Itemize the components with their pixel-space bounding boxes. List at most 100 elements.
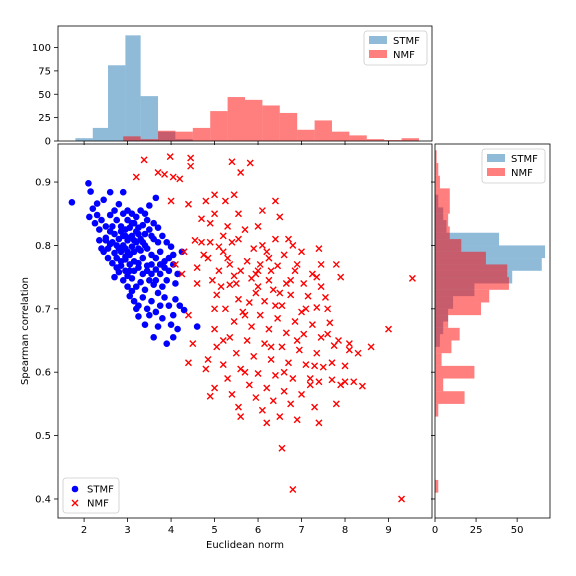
- stmf-point: [174, 325, 181, 333]
- nmf-point: [217, 283, 225, 291]
- nmf-point: [332, 260, 340, 268]
- nmf-point: [269, 286, 277, 294]
- nmf-right-bar: [435, 289, 490, 303]
- nmf-point: [211, 384, 219, 392]
- stmf-point: [130, 257, 138, 265]
- nmf-point: [213, 343, 221, 351]
- nmf-point: [313, 273, 321, 281]
- stmf-point: [167, 321, 175, 328]
- nmf-point: [326, 319, 334, 327]
- stmf-point: [156, 302, 164, 309]
- stmf-point: [109, 259, 116, 267]
- nmf-point: [408, 274, 416, 282]
- stmf-point: [104, 254, 112, 262]
- stmf-point: [137, 278, 144, 286]
- nmf-point: [232, 279, 240, 287]
- nmf-point: [278, 302, 286, 310]
- nmf-point: [265, 254, 273, 262]
- nmf-point: [313, 304, 321, 312]
- stmf-point: [139, 254, 147, 262]
- stmf-point: [128, 243, 136, 250]
- stmf-point: [143, 216, 151, 224]
- right-x-tick-label: 25: [470, 525, 483, 536]
- nmf-point: [187, 162, 195, 170]
- y-axis-label: Spearman correlation: [20, 277, 31, 385]
- nmf-point: [254, 222, 262, 230]
- stmf-point: [126, 292, 134, 300]
- stmf-point: [169, 311, 177, 319]
- stmf-point: [143, 305, 151, 313]
- nmf-point: [274, 314, 282, 322]
- nmf-right-bar: [435, 277, 509, 290]
- y-tick-label: 0.5: [35, 431, 51, 442]
- stmf-point: [115, 235, 123, 243]
- stmf-point: [68, 199, 76, 206]
- stmf-point: [159, 315, 166, 322]
- stmf-point: [146, 311, 153, 319]
- nmf-point: [287, 291, 295, 299]
- nmf-right-bar: [435, 327, 460, 341]
- nmf-top-bar: [314, 120, 332, 141]
- right-legend-swatch: [487, 154, 505, 162]
- stmf-point: [152, 194, 160, 202]
- top-y-tick-label: 100: [32, 43, 51, 54]
- top-y-tick-label: 75: [38, 66, 51, 77]
- nmf-point: [271, 235, 279, 243]
- nmf-point: [250, 352, 258, 360]
- nmf-point: [276, 213, 284, 221]
- nmf-point: [300, 279, 308, 287]
- nmf-point: [189, 340, 197, 348]
- nmf-point: [306, 381, 314, 389]
- nmf-point: [202, 197, 210, 205]
- nmf-point: [211, 191, 219, 199]
- nmf-top-bar: [262, 105, 280, 141]
- stmf-point: [135, 264, 142, 271]
- nmf-point: [276, 289, 284, 297]
- nmf-point: [317, 333, 325, 341]
- legend-nmf-marker: [71, 499, 79, 507]
- nmf-point: [219, 337, 227, 345]
- nmf-top-bar: [140, 139, 159, 141]
- nmf-point: [306, 375, 314, 383]
- stmf-point: [146, 202, 153, 209]
- top-legend-label: STMF: [393, 36, 420, 47]
- nmf-point: [345, 346, 353, 354]
- nmf-point: [250, 245, 258, 253]
- nmf-point: [258, 241, 266, 249]
- nmf-point: [308, 321, 316, 329]
- nmf-top-bar: [279, 112, 298, 141]
- nmf-point: [219, 232, 227, 240]
- nmf-point: [241, 368, 249, 376]
- stmf-top-bar: [75, 138, 93, 141]
- nmf-point: [291, 267, 299, 275]
- stmf-point: [154, 238, 162, 246]
- nmf-point: [245, 298, 253, 306]
- nmf-point: [237, 365, 245, 373]
- nmf-point: [132, 173, 140, 181]
- nmf-point: [271, 371, 279, 379]
- stmf-point: [93, 200, 101, 207]
- stmf-point: [161, 264, 168, 271]
- nmf-point: [311, 362, 319, 370]
- nmf-point: [293, 416, 301, 424]
- nmf-point: [226, 260, 234, 268]
- stmf-point: [152, 266, 160, 273]
- stmf-point: [85, 180, 92, 187]
- nmf-point: [289, 485, 297, 493]
- stmf-point: [91, 219, 99, 227]
- nmf-point: [278, 343, 286, 351]
- nmf-point: [230, 272, 238, 280]
- nmf-point: [204, 254, 212, 262]
- x-tick-label: 3: [124, 525, 130, 536]
- nmf-point: [224, 375, 232, 383]
- nmf-right-bar: [435, 365, 475, 379]
- nmf-point: [239, 308, 247, 316]
- nmf-right-bar: [435, 391, 465, 404]
- stmf-point: [111, 249, 118, 257]
- nmf-right-bar: [435, 226, 450, 240]
- nmf-point: [252, 394, 260, 402]
- top-y-tick-label: 0: [45, 137, 51, 148]
- nmf-point: [176, 175, 184, 183]
- nmf-point: [269, 397, 277, 405]
